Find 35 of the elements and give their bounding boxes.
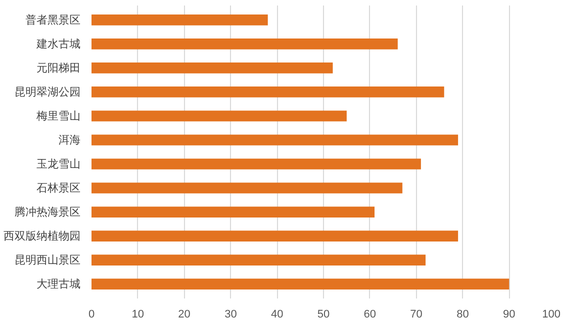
x-tick-label: 60 — [364, 308, 376, 320]
bar — [92, 86, 444, 98]
y-tick-label: 昆明西山景区 — [14, 254, 80, 267]
y-tick-label: 洱海 — [58, 133, 80, 146]
y-tick-label: 昆明翠湖公园 — [14, 85, 80, 98]
bar — [92, 206, 375, 218]
y-tick-label: 普者黑景区 — [26, 13, 80, 26]
y-tick-label: 元阳梯田 — [36, 61, 80, 74]
bar — [92, 134, 458, 146]
x-tick-label: 0 — [88, 308, 95, 320]
x-tick-label: 90 — [502, 308, 516, 320]
bar — [92, 182, 402, 194]
x-tick-label: 50 — [317, 308, 330, 320]
bar — [92, 254, 426, 266]
bar — [92, 110, 347, 122]
bar — [92, 14, 268, 26]
x-tick-label: 10 — [132, 308, 144, 320]
bar — [92, 278, 510, 290]
x-tick-label: 30 — [224, 308, 237, 320]
bar — [92, 62, 333, 74]
y-tick-label: 西双版纳植物园 — [4, 230, 80, 243]
y-tick-label: 梅里雪山 — [36, 109, 80, 122]
bar — [92, 158, 421, 170]
x-tick-label: 100 — [542, 308, 561, 320]
x-tick-label: 70 — [410, 308, 422, 320]
y-tick-label: 建水古城 — [36, 37, 80, 50]
bar — [92, 230, 458, 242]
bar — [92, 38, 398, 50]
y-tick-label: 腾冲热海景区 — [14, 206, 80, 219]
y-tick-label: 玉龙雪山 — [36, 158, 80, 171]
x-tick-label: 80 — [456, 308, 469, 320]
x-tick-label: 40 — [270, 308, 284, 320]
y-tick-label: 石林景区 — [36, 182, 80, 195]
x-tick-label: 20 — [178, 308, 190, 320]
y-tick-label: 大理古城 — [36, 278, 80, 291]
